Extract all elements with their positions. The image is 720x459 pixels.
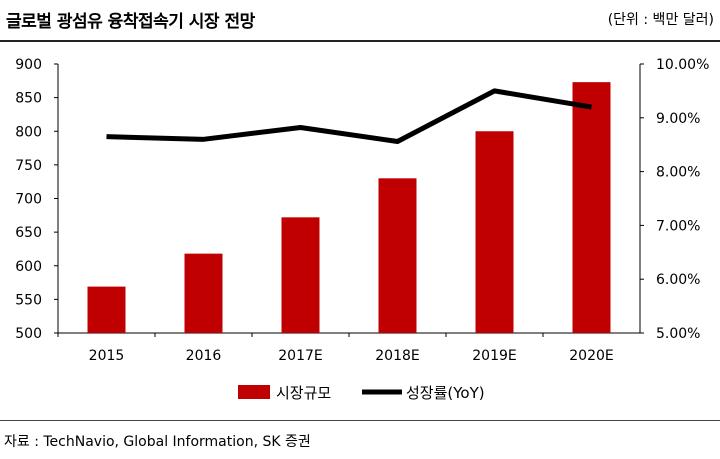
left-tick-label: 550 bbox=[15, 292, 42, 308]
left-tick-label: 700 bbox=[15, 192, 42, 208]
bottom-divider bbox=[0, 420, 720, 421]
left-tick-label: 900 bbox=[15, 57, 42, 73]
bar-2015 bbox=[87, 286, 126, 333]
x-tick-label: 2019E bbox=[472, 348, 516, 364]
left-tick-label: 650 bbox=[15, 225, 42, 241]
legend-swatch-bar bbox=[238, 385, 270, 399]
legend-label-bar: 시장규모 bbox=[276, 384, 331, 402]
legend-label-line: 성장률(YoY) bbox=[406, 384, 485, 402]
bar-2016 bbox=[184, 253, 223, 333]
bar-2017E bbox=[281, 217, 320, 333]
right-tick-label: 5.00% bbox=[656, 326, 700, 342]
x-tick-label: 2016 bbox=[186, 348, 222, 364]
right-tick-label: 10.00% bbox=[656, 57, 709, 73]
chart-title: 글로벌 광섬유 융착접속기 시장 전망 bbox=[6, 12, 255, 32]
unit-label: (단위 : 백만 달러) bbox=[607, 12, 714, 28]
left-tick-label: 750 bbox=[15, 158, 42, 174]
x-tick-label: 2018E bbox=[375, 348, 419, 364]
left-tick-label: 850 bbox=[15, 91, 42, 107]
x-tick-label: 2017E bbox=[278, 348, 322, 364]
left-tick-label: 800 bbox=[15, 124, 42, 140]
bar-2019E bbox=[475, 131, 514, 333]
source-note: 자료 : TechNavio, Global Information, SK 증… bbox=[4, 434, 311, 450]
right-tick-label: 7.00% bbox=[656, 218, 700, 234]
right-tick-label: 6.00% bbox=[656, 272, 700, 288]
left-tick-label: 500 bbox=[15, 326, 42, 342]
x-tick-label: 2020E bbox=[569, 348, 613, 364]
bar-2020E bbox=[572, 82, 611, 333]
x-tick-label: 2015 bbox=[89, 348, 125, 364]
right-tick-label: 9.00% bbox=[656, 111, 700, 127]
growth-rate-line bbox=[106, 88, 592, 144]
top-divider bbox=[0, 40, 720, 42]
bar-2018E bbox=[378, 178, 417, 333]
chart-area: 500 550 600 650 700 750 800 850 900 5.00% 6.00% 7.0… bbox=[15, 57, 709, 402]
left-tick-label: 600 bbox=[15, 259, 42, 275]
right-tick-label: 8.00% bbox=[656, 165, 700, 181]
